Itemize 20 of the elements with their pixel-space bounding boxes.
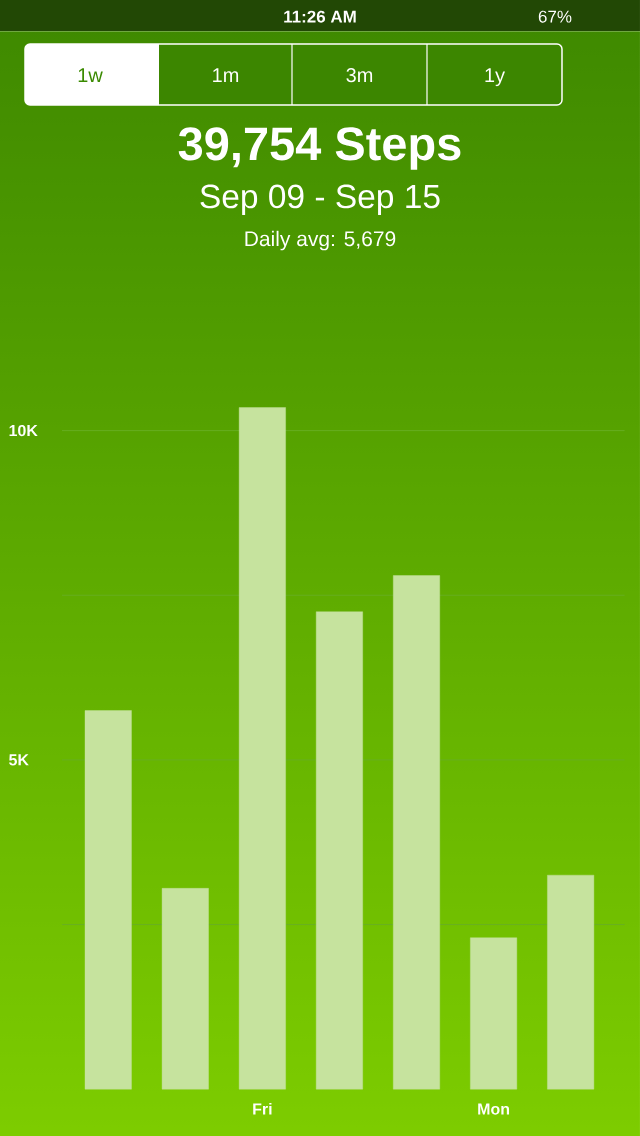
y-tick-label: 10K: [9, 424, 38, 437]
text: 67%: [538, 10, 572, 23]
bar: [238, 407, 286, 1090]
x-tick-label: Mon: [478, 1103, 510, 1115]
bar: [161, 888, 209, 1090]
x-tick-label: Fri: [253, 1102, 272, 1115]
bar: [316, 611, 363, 1090]
text: 1y: [485, 68, 506, 87]
text: 1m: [213, 68, 239, 82]
text: 3m: [346, 68, 373, 83]
text: 11:26 AM: [284, 10, 356, 23]
text: 1w: [78, 68, 103, 82]
y-tick-label: 5K: [9, 754, 29, 766]
chart-title: 39,754 Steps: [178, 127, 461, 170]
bar: [547, 874, 595, 1090]
bar: [84, 710, 132, 1090]
bar: [393, 575, 440, 1090]
bar: [470, 937, 518, 1090]
chart-subtitle: Sep 09 - Sep 15: [200, 184, 440, 215]
text: Daily avg: 5,679: [245, 230, 396, 251]
